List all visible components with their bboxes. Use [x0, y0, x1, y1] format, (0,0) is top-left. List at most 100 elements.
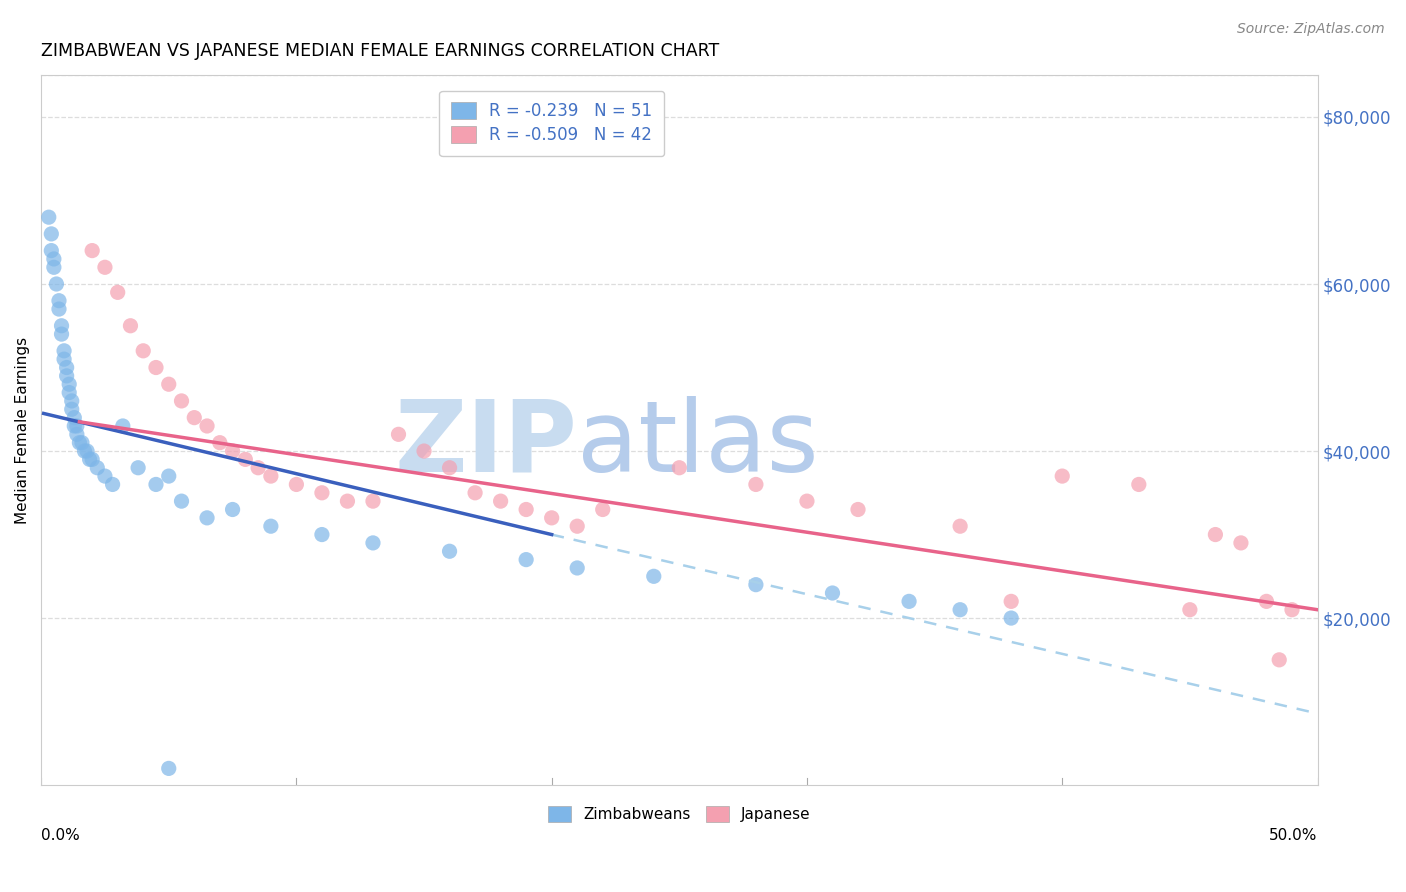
- Point: [336, 494, 359, 508]
- Point: [42, 260, 65, 275]
- Point: [51, 318, 73, 333]
- Point: [41, 244, 63, 258]
- Point: [76, 444, 98, 458]
- Point: [1052, 469, 1074, 483]
- Point: [1281, 603, 1303, 617]
- Point: [55, 360, 77, 375]
- Point: [111, 419, 134, 434]
- Text: Source: ZipAtlas.com: Source: ZipAtlas.com: [1237, 22, 1385, 37]
- Point: [107, 285, 129, 300]
- Text: 0.0%: 0.0%: [41, 828, 80, 843]
- Point: [170, 494, 193, 508]
- Point: [592, 502, 614, 516]
- Point: [949, 603, 972, 617]
- Point: [66, 427, 89, 442]
- Point: [195, 511, 218, 525]
- Point: [53, 352, 76, 367]
- Point: [58, 385, 80, 400]
- Point: [745, 577, 768, 591]
- Point: [94, 469, 117, 483]
- Text: atlas: atlas: [578, 396, 818, 493]
- Point: [361, 494, 384, 508]
- Y-axis label: Median Female Earnings: Median Female Earnings: [15, 336, 30, 524]
- Point: [361, 536, 384, 550]
- Point: [311, 485, 333, 500]
- Point: [145, 360, 167, 375]
- Point: [567, 519, 589, 533]
- Point: [63, 419, 86, 434]
- Point: [745, 477, 768, 491]
- Point: [73, 444, 96, 458]
- Point: [898, 594, 921, 608]
- Point: [208, 435, 231, 450]
- Point: [796, 494, 818, 508]
- Point: [221, 502, 243, 516]
- Point: [1268, 653, 1291, 667]
- Point: [132, 343, 155, 358]
- Point: [51, 327, 73, 342]
- Point: [668, 460, 690, 475]
- Point: [821, 586, 844, 600]
- Point: [1128, 477, 1150, 491]
- Legend: Zimbabweans, Japanese: Zimbabweans, Japanese: [541, 800, 817, 829]
- Point: [55, 368, 77, 383]
- Point: [86, 460, 108, 475]
- Point: [1000, 611, 1022, 625]
- Point: [63, 410, 86, 425]
- Point: [120, 318, 142, 333]
- Point: [53, 343, 76, 358]
- Point: [515, 502, 537, 516]
- Point: [42, 252, 65, 266]
- Point: [260, 519, 283, 533]
- Point: [515, 552, 537, 566]
- Point: [247, 460, 270, 475]
- Point: [82, 244, 104, 258]
- Point: [157, 377, 180, 392]
- Point: [183, 410, 205, 425]
- Point: [170, 393, 193, 408]
- Point: [127, 460, 149, 475]
- Point: [94, 260, 117, 275]
- Point: [439, 460, 461, 475]
- Point: [67, 435, 90, 450]
- Point: [82, 452, 104, 467]
- Point: [79, 452, 101, 467]
- Point: [233, 452, 256, 467]
- Point: [311, 527, 333, 541]
- Point: [464, 485, 486, 500]
- Point: [48, 293, 70, 308]
- Point: [66, 419, 89, 434]
- Text: ZIMBABWEAN VS JAPANESE MEDIAN FEMALE EARNINGS CORRELATION CHART: ZIMBABWEAN VS JAPANESE MEDIAN FEMALE EAR…: [41, 42, 720, 60]
- Point: [70, 435, 93, 450]
- Point: [1000, 594, 1022, 608]
- Point: [846, 502, 869, 516]
- Point: [221, 444, 243, 458]
- Point: [489, 494, 512, 508]
- Point: [60, 393, 83, 408]
- Point: [195, 419, 218, 434]
- Point: [413, 444, 436, 458]
- Text: ZIP: ZIP: [394, 396, 578, 493]
- Point: [540, 511, 562, 525]
- Point: [1230, 536, 1253, 550]
- Point: [387, 427, 409, 442]
- Point: [567, 561, 589, 575]
- Point: [1178, 603, 1201, 617]
- Point: [1204, 527, 1226, 541]
- Point: [45, 277, 67, 291]
- Point: [949, 519, 972, 533]
- Point: [48, 301, 70, 316]
- Point: [260, 469, 283, 483]
- Point: [285, 477, 308, 491]
- Point: [157, 761, 180, 775]
- Point: [643, 569, 665, 583]
- Point: [145, 477, 167, 491]
- Text: 50.0%: 50.0%: [1270, 828, 1317, 843]
- Point: [41, 227, 63, 241]
- Point: [1256, 594, 1278, 608]
- Point: [38, 210, 60, 224]
- Point: [439, 544, 461, 558]
- Point: [101, 477, 124, 491]
- Point: [58, 377, 80, 392]
- Point: [157, 469, 180, 483]
